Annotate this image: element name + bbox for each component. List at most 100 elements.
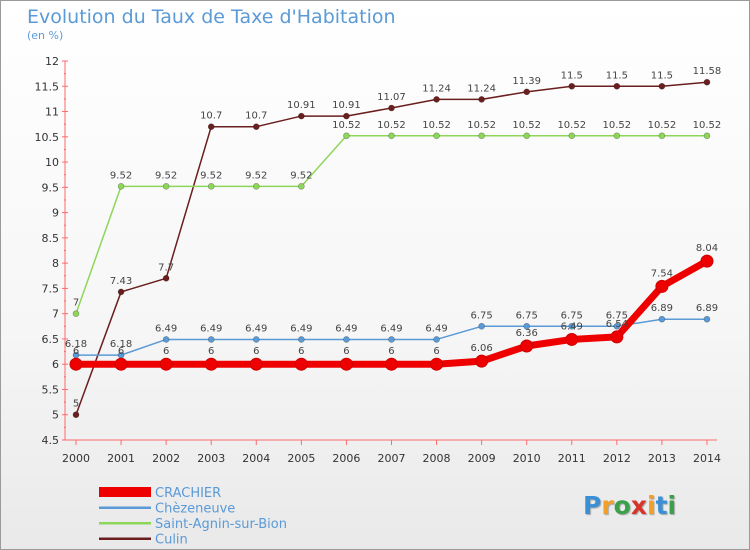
- y-tick-label: 8: [52, 257, 59, 270]
- legend-swatch-chezeneuve: [99, 506, 151, 509]
- data-point-culin: [703, 78, 711, 86]
- data-label-chezeneuve: 6.89: [696, 303, 718, 314]
- data-point-saint-agnin-sur-bion: [613, 132, 621, 140]
- data-point-culin: [298, 112, 305, 120]
- legend-label-chezeneuve: Chèzeneuve: [155, 502, 235, 517]
- data-point-crachier: [114, 357, 128, 371]
- data-point-saint-agnin-sur-bion: [478, 132, 485, 140]
- data-label-chezeneuve: 6.89: [651, 303, 673, 314]
- series-saint-agnin-sur-bion: [72, 132, 711, 317]
- logo-letter: r: [601, 491, 614, 520]
- data-label-culin: 11.24: [422, 83, 451, 94]
- data-label-chezeneuve: 6.18: [65, 339, 87, 350]
- x-tick-label: 2013: [648, 452, 676, 465]
- series-chezeneuve: [72, 315, 711, 359]
- data-point-crachier: [339, 357, 353, 371]
- data-point-crachier: [475, 354, 489, 368]
- data-point-crachier: [249, 357, 263, 371]
- data-point-crachier: [430, 357, 444, 371]
- data-label-culin: 11.5: [651, 70, 673, 81]
- data-label-culin: 10.7: [200, 111, 222, 122]
- data-point-saint-agnin-sur-bion: [523, 132, 531, 140]
- data-label-saint-agnin-sur-bion: 9.52: [155, 170, 177, 181]
- data-point-culin: [433, 96, 440, 103]
- x-tick-label: 2002: [152, 452, 180, 465]
- data-label-chezeneuve: 6.49: [380, 323, 402, 334]
- logo-letter: o: [613, 491, 631, 520]
- data-label-crachier: 6: [253, 346, 259, 357]
- data-point-chezeneuve: [703, 315, 711, 323]
- data-label-crachier: 6.49: [561, 321, 583, 332]
- data-point-chezeneuve: [613, 322, 621, 330]
- data-label-chezeneuve: 6.75: [516, 310, 538, 321]
- x-tick-label: 2001: [107, 452, 135, 465]
- data-label-saint-agnin-sur-bion: 9.52: [110, 170, 132, 181]
- data-label-culin: 11.58: [693, 66, 722, 77]
- x-tick-label: 2010: [513, 452, 541, 465]
- data-point-saint-agnin-sur-bion: [433, 132, 440, 140]
- data-point-crachier: [204, 357, 218, 371]
- data-label-crachier: 6: [388, 346, 394, 357]
- series-culin: [72, 78, 711, 419]
- data-point-crachier: [69, 357, 83, 371]
- data-label-saint-agnin-sur-bion: 10.52: [467, 120, 496, 131]
- data-label-culin: 11.5: [606, 70, 628, 81]
- data-point-culin: [72, 411, 80, 419]
- y-tick-label: 4.5: [42, 434, 60, 447]
- data-point-chezeneuve: [207, 336, 215, 343]
- data-point-crachier: [384, 357, 398, 371]
- data-label-chezeneuve: 6.18: [110, 339, 132, 350]
- logo-letter: x: [630, 491, 647, 520]
- data-point-chezeneuve: [478, 322, 485, 330]
- data-point-chezeneuve: [298, 336, 305, 343]
- data-point-culin: [162, 274, 170, 282]
- data-point-chezeneuve: [568, 322, 576, 330]
- data-label-chezeneuve: 6.49: [200, 323, 222, 334]
- data-point-chezeneuve: [433, 336, 440, 343]
- legend-swatch-culin: [99, 537, 151, 540]
- legend: CRACHIERChèzeneuveSaint-Agnin-sur-BionCu…: [99, 486, 287, 548]
- data-label-saint-agnin-sur-bion: 10.52: [377, 120, 406, 131]
- data-label-crachier: 6.54: [606, 319, 628, 330]
- chart-title: Evolution du Taux de Taxe d'Habitation: [27, 6, 396, 28]
- legend-label-saint-agnin-sur-bion: Saint-Agnin-sur-Bion: [155, 517, 287, 532]
- axes: 4.5 5 5.5 6 6.5 7 7.5 8 8.5 9 9.5 10 10.5 11 11.5 12 200…: [35, 55, 721, 465]
- data-point-crachier: [159, 357, 173, 371]
- data-point-saint-agnin-sur-bion: [252, 183, 260, 190]
- data-label-crachier: 6: [433, 346, 439, 357]
- data-label-chezeneuve: 6.75: [606, 310, 628, 321]
- x-tick-label: 2008: [423, 452, 451, 465]
- data-point-culin: [343, 112, 350, 120]
- data-label-chezeneuve: 6.49: [425, 323, 447, 334]
- data-label-saint-agnin-sur-bion: 9.52: [200, 170, 222, 181]
- x-tick-label: 2011: [558, 452, 586, 465]
- data-point-crachier: [610, 330, 624, 344]
- data-point-chezeneuve: [388, 336, 395, 343]
- x-tick-label: 2007: [377, 452, 405, 465]
- data-label-saint-agnin-sur-bion: 10.52: [512, 120, 541, 131]
- data-label-crachier: 6: [343, 346, 349, 357]
- y-tick-label: 5: [52, 409, 59, 422]
- data-label-crachier: 6.36: [516, 328, 538, 339]
- series-line-saint-agnin-sur-bion: [75, 135, 707, 314]
- y-tick-label: 7.5: [42, 282, 60, 295]
- series-crachier: [69, 254, 714, 371]
- data-point-culin: [388, 104, 395, 112]
- data-label-saint-agnin-sur-bion: 9.52: [245, 170, 267, 181]
- data-point-saint-agnin-sur-bion: [72, 310, 80, 317]
- data-label-saint-agnin-sur-bion: 10.52: [557, 120, 586, 131]
- data-label-culin: 5: [73, 399, 79, 410]
- data-point-saint-agnin-sur-bion: [343, 132, 350, 140]
- data-label-chezeneuve: 6.49: [335, 323, 357, 334]
- y-tick-label: 10.5: [35, 131, 60, 144]
- data-point-saint-agnin-sur-bion: [298, 183, 305, 190]
- x-tick-label: 2000: [62, 452, 90, 465]
- legend-swatch-saint-agnin-sur-bion: [99, 522, 151, 525]
- y-tick-label: 9.5: [42, 181, 60, 194]
- logo-letter: P: [583, 491, 602, 520]
- data-point-crachier: [655, 279, 669, 293]
- data-label-culin: 7.43: [110, 276, 132, 287]
- data-point-chezeneuve: [343, 336, 350, 343]
- data-label-saint-agnin-sur-bion: 10.52: [332, 120, 361, 131]
- y-tick-label: 6: [52, 358, 59, 371]
